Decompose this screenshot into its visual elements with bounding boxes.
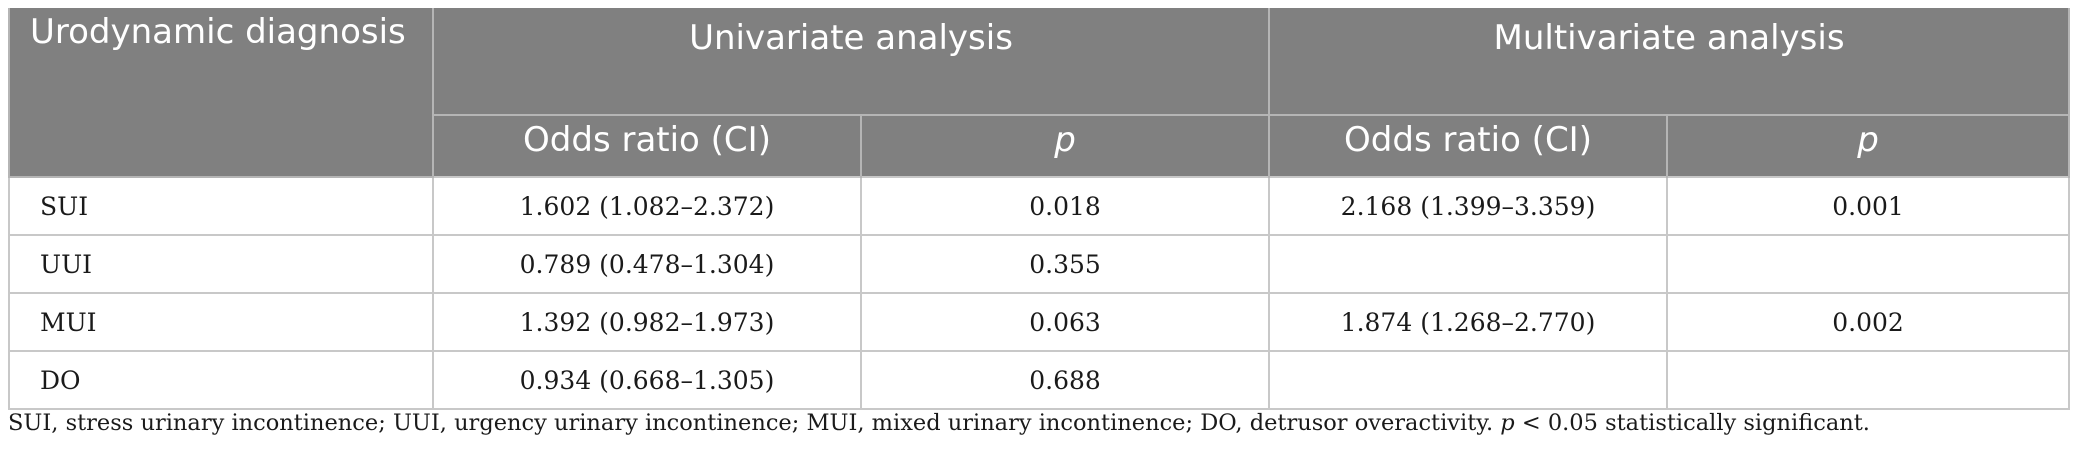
diagnosis-cell: MUI bbox=[8, 292, 434, 352]
header-univariate-analysis: Univariate analysis bbox=[431, 8, 1271, 116]
multivariate-or-cell: 2.168 (1.399–3.359) bbox=[1268, 176, 1669, 236]
header-multivariate-analysis: Multivariate analysis bbox=[1268, 8, 2071, 116]
diagnosis-cell: DO bbox=[8, 350, 434, 410]
diagnosis-cell: UUI bbox=[8, 234, 434, 294]
diagnosis-cell: SUI bbox=[8, 176, 434, 236]
univariate-p-cell: 0.355 bbox=[859, 234, 1271, 294]
table-row: DO 0.934 (0.668–1.305) 0.688 bbox=[8, 350, 2071, 410]
results-table-container: Urodynamic diagnosis Univariate analysis… bbox=[8, 8, 2071, 410]
multivariate-p-cell: 0.001 bbox=[1666, 176, 2071, 236]
table-row: SUI 1.602 (1.082–2.372) 0.018 2.168 (1.3… bbox=[8, 176, 2071, 236]
footnote-p-symbol: p bbox=[1500, 410, 1515, 436]
univariate-or-cell: 0.934 (0.668–1.305) bbox=[432, 350, 862, 410]
table-footnote: SUI, stress urinary incontinence; UUI, u… bbox=[8, 410, 1870, 436]
odds-ratio-table: Urodynamic diagnosis Univariate analysis… bbox=[8, 8, 2071, 410]
multivariate-p-cell bbox=[1666, 350, 2071, 410]
univariate-or-cell: 1.602 (1.082–2.372) bbox=[432, 176, 862, 236]
multivariate-or-cell bbox=[1268, 234, 1669, 294]
header-multivariate-odds-ratio: Odds ratio (CI) bbox=[1268, 115, 1669, 177]
multivariate-or-cell: 1.874 (1.268–2.770) bbox=[1268, 292, 1669, 352]
header-univariate-odds-ratio: Odds ratio (CI) bbox=[432, 115, 862, 177]
multivariate-or-cell bbox=[1268, 350, 1669, 410]
header-univariate-p: p bbox=[859, 115, 1271, 177]
multivariate-p-cell: 0.002 bbox=[1666, 292, 2071, 352]
univariate-or-cell: 0.789 (0.478–1.304) bbox=[432, 234, 862, 294]
header-row-groups: Urodynamic diagnosis Univariate analysis… bbox=[8, 8, 2071, 178]
univariate-or-cell: 1.392 (0.982–1.973) bbox=[432, 292, 862, 352]
footnote-significance: < 0.05 statistically significant. bbox=[1514, 410, 1870, 436]
header-urodynamic-diagnosis: Urodynamic diagnosis bbox=[8, 8, 434, 178]
univariate-p-cell: 0.688 bbox=[859, 350, 1271, 410]
header-multivariate-p: p bbox=[1666, 115, 2071, 177]
univariate-p-cell: 0.018 bbox=[859, 176, 1271, 236]
table-row: UUI 0.789 (0.478–1.304) 0.355 bbox=[8, 234, 2071, 294]
footnote-abbreviations: SUI, stress urinary incontinence; UUI, u… bbox=[8, 410, 1501, 436]
header-row-subcolumns: Odds ratio (CI) p Odds ratio (CI) p bbox=[9, 115, 2071, 177]
table-row: MUI 1.392 (0.982–1.973) 0.063 1.874 (1.2… bbox=[8, 292, 2071, 352]
univariate-p-cell: 0.063 bbox=[859, 292, 1271, 352]
multivariate-p-cell bbox=[1666, 234, 2071, 294]
